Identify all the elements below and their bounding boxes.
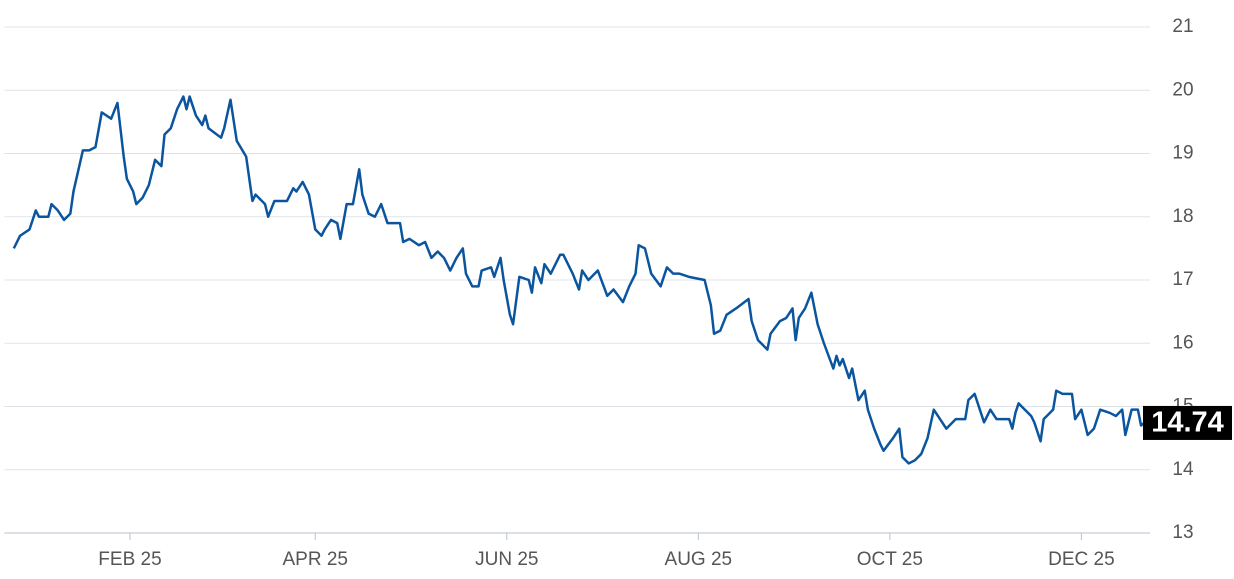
last-value-label: 14.74 — [1151, 407, 1224, 439]
x-tick-label: AUG 25 — [665, 549, 733, 570]
y-tick-label: 19 — [1172, 143, 1193, 164]
price-line — [12, 95, 1145, 465]
y-tick-label: 20 — [1172, 79, 1193, 100]
x-tick-label: JUN 25 — [475, 549, 538, 570]
y-tick-label: 17 — [1172, 269, 1193, 290]
y-tick-label: 21 — [1172, 16, 1193, 37]
y-tick-label: 13 — [1172, 522, 1193, 543]
y-tick-label: 16 — [1172, 332, 1193, 353]
y-tick-label: 18 — [1172, 206, 1193, 227]
last-value-badge — [1143, 405, 1232, 440]
x-tick-label: OCT 25 — [857, 549, 923, 570]
x-tick-label: APR 25 — [283, 549, 348, 570]
x-tick-label: FEB 25 — [98, 549, 161, 570]
x-tick-label: DEC 25 — [1048, 549, 1115, 570]
y-tick-label: 14 — [1172, 459, 1194, 480]
